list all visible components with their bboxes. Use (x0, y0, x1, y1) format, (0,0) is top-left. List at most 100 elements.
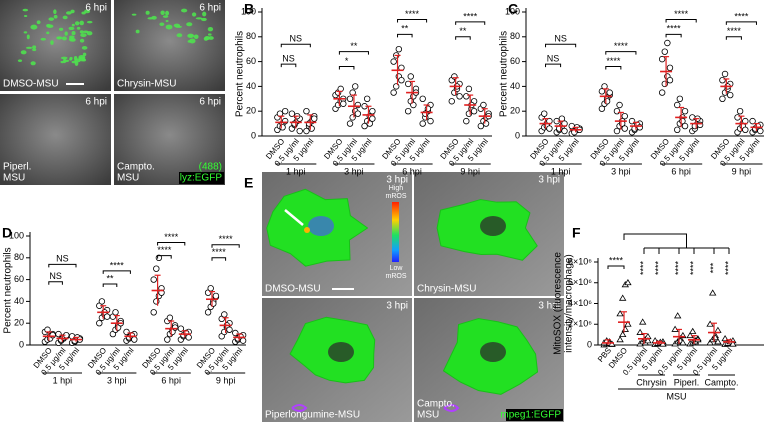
micrograph (0, 94, 111, 185)
significance: **** (727, 26, 742, 36)
y-axis-label: Percent neutrophils (235, 31, 246, 117)
significance: **** (164, 232, 179, 242)
cell (131, 13, 137, 16)
arrow (284, 209, 304, 226)
group-label: 6 hpi (402, 166, 422, 176)
point (742, 126, 749, 133)
caption: Piperl. (3, 162, 31, 173)
group-label: 9 hpi (460, 166, 480, 176)
group-label: Campto. (704, 377, 738, 387)
group-label: 9 hpi (732, 166, 752, 176)
point (369, 115, 376, 122)
point (681, 122, 689, 130)
y-tick-label: 6×10⁶ (568, 277, 592, 287)
panel-label: C (508, 1, 518, 17)
point (666, 76, 674, 84)
panel-label: D (2, 225, 12, 241)
cell (202, 11, 207, 17)
point (354, 110, 362, 117)
y-tick-label: 80 (246, 31, 256, 41)
point (673, 312, 682, 319)
cell (25, 46, 33, 49)
point (644, 337, 652, 344)
scale-name: mROS (386, 193, 407, 200)
cell (173, 23, 181, 28)
time-label: 6 hpi (85, 97, 107, 108)
time-label: 3 hpi (386, 175, 408, 186)
cell (20, 50, 27, 55)
y-tick-label: 0 (515, 130, 520, 140)
point (624, 278, 632, 286)
point (150, 309, 157, 316)
cell (62, 15, 68, 20)
cell (151, 15, 157, 20)
point (419, 95, 426, 102)
y-tick-label: 40 (510, 81, 520, 91)
point (363, 95, 371, 102)
cell (191, 12, 197, 17)
significance: NS (554, 34, 567, 44)
point (98, 298, 106, 305)
cell (160, 10, 165, 16)
scale-high: High (389, 185, 404, 192)
significance: **** (723, 261, 733, 276)
cell (70, 9, 75, 14)
point (49, 331, 56, 339)
group-label: 3 hpi (107, 375, 127, 385)
point (279, 124, 286, 131)
point (681, 107, 689, 115)
cell (81, 46, 88, 50)
cell (53, 9, 57, 15)
y-tick-label: 100 (241, 6, 256, 16)
point (618, 330, 627, 338)
point (546, 125, 553, 132)
cell (86, 31, 93, 36)
bracket (397, 33, 413, 38)
point (103, 313, 111, 320)
point (621, 112, 628, 120)
cell (50, 40, 54, 45)
cell (201, 17, 207, 22)
significance: **** (667, 24, 682, 34)
group-label: 1 hpi (53, 375, 73, 385)
time-label: 6 hpi (85, 3, 107, 14)
point (390, 89, 397, 96)
cell (79, 30, 84, 34)
caption: Chrysin-MSU (417, 284, 476, 295)
point (661, 80, 668, 88)
bracket (338, 66, 355, 70)
group-label: Chrysin (636, 377, 667, 387)
cell (69, 37, 76, 42)
point (719, 76, 726, 84)
group-label: MSU (667, 391, 687, 401)
point (603, 98, 611, 105)
point (541, 110, 548, 117)
y-tick-label: 0 (587, 339, 592, 349)
point (451, 73, 458, 80)
cell (181, 8, 188, 13)
point (177, 325, 185, 332)
scale-name: mROS (386, 273, 407, 280)
point (674, 101, 681, 109)
y-tick-label: 20 (246, 106, 256, 116)
cell (78, 54, 86, 60)
significance: **** (673, 261, 683, 276)
point (207, 285, 214, 292)
significance: **** (688, 261, 698, 276)
cell (23, 31, 28, 34)
bracket (455, 36, 471, 40)
point (674, 126, 681, 133)
point (714, 326, 722, 333)
significance: **** (614, 41, 629, 51)
cell (32, 45, 37, 49)
caption: Campto. (117, 162, 155, 173)
point (96, 320, 103, 327)
micrograph (114, 94, 225, 185)
significance: NS (56, 254, 69, 264)
group-label: 6 hpi (161, 375, 181, 385)
point (621, 125, 628, 132)
bracket (725, 21, 757, 25)
